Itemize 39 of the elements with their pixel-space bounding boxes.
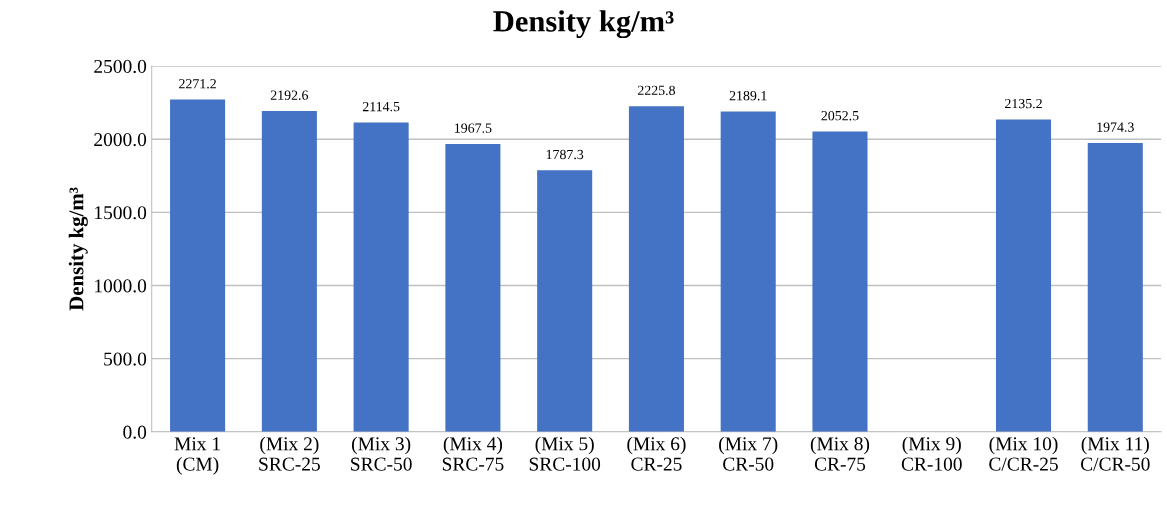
bar <box>445 143 501 432</box>
x-tick-label: (Mix 4) SRC-75 <box>442 436 504 471</box>
y-tick-label: 1500.0 <box>95 206 147 220</box>
y-axis-title: Density kg/m³ <box>68 187 88 311</box>
data-label: 2271.2 <box>179 79 216 89</box>
x-tick-label: (Mix 5) SRC-100 <box>529 436 601 471</box>
data-label: 2135.2 <box>1005 98 1042 109</box>
x-tick-label: Mix 1 (CM) <box>174 437 220 475</box>
x-tick-label: (Mix 6) CR-25 <box>627 436 686 471</box>
bar <box>995 119 1052 432</box>
y-tick-label: 2000.0 <box>94 133 147 147</box>
bar <box>261 111 317 432</box>
bar <box>628 106 684 432</box>
y-tick-label: 0.0 <box>123 425 147 439</box>
data-label: 1787.3 <box>546 149 584 160</box>
x-tick-label: (Mix 3) SRC-50 <box>351 436 412 471</box>
bar <box>1087 142 1143 432</box>
y-tick-label: 500.0 <box>104 352 147 366</box>
x-tick-label: (Mix 10) C/CR-25 <box>989 436 1058 471</box>
data-label: 2189.1 <box>729 91 767 101</box>
x-tick-label: (Mix 8) CR-75 <box>810 436 870 471</box>
x-tick-label: (Mix 9) CR-100 <box>901 436 962 471</box>
bar <box>170 99 226 432</box>
chart-title: Density kg/m³ <box>493 10 674 39</box>
data-label: 2192.6 <box>270 90 309 100</box>
bar <box>353 122 409 432</box>
y-tick-label: 1000.0 <box>95 279 147 293</box>
data-label: 2225.8 <box>637 85 676 96</box>
data-label: 1967.5 <box>455 123 492 133</box>
bar <box>812 131 868 432</box>
y-tick-label: 2500.0 <box>94 59 147 74</box>
data-label: 2114.5 <box>362 101 400 112</box>
bar <box>537 170 593 432</box>
data-label: 2052.5 <box>821 110 859 121</box>
bar <box>720 111 776 432</box>
x-tick-label: (Mix 11) C/CR-50 <box>1080 436 1150 471</box>
x-tick-label: (Mix 2) SRC-25 <box>259 436 320 471</box>
data-label: 1974.3 <box>1097 122 1134 132</box>
x-tick-label: (Mix 7) CR-50 <box>719 436 778 471</box>
